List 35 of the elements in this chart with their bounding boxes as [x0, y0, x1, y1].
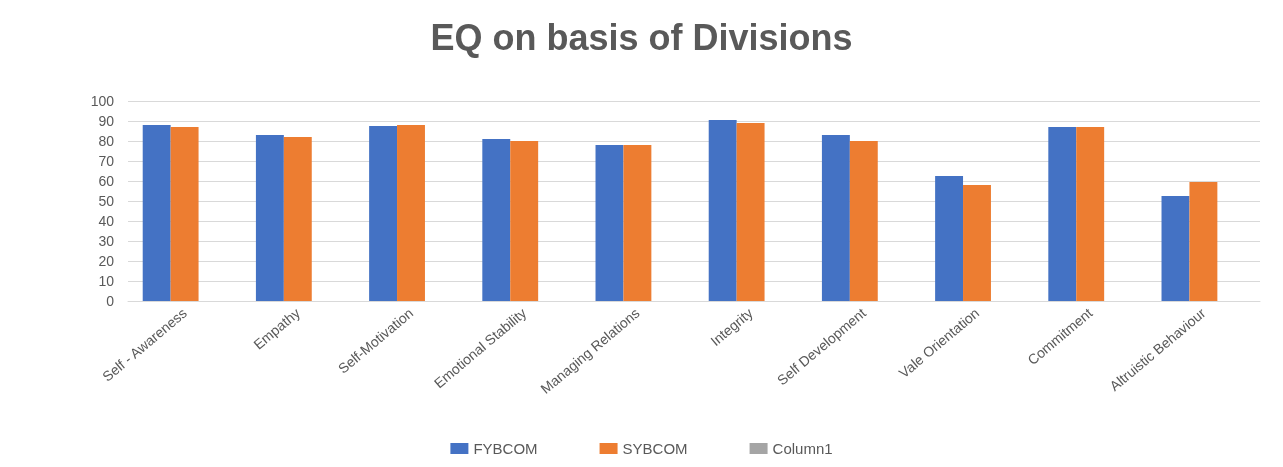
bar — [510, 141, 539, 301]
bar — [849, 141, 878, 301]
bar — [821, 135, 850, 301]
y-tick-label: 80 — [98, 133, 115, 149]
y-tick-label: 10 — [98, 273, 115, 289]
bar — [255, 135, 284, 301]
bar — [1161, 196, 1190, 301]
y-tick-label: 50 — [98, 193, 115, 209]
bar — [736, 123, 765, 301]
bar — [595, 145, 624, 301]
bar — [1189, 182, 1218, 301]
y-tick-label: 70 — [98, 153, 115, 169]
bar — [283, 137, 312, 301]
bar — [1048, 127, 1077, 301]
bar — [1076, 127, 1105, 301]
legend-label: Column1 — [772, 440, 833, 457]
bar — [482, 139, 511, 301]
y-tick-label: 90 — [98, 113, 115, 129]
bar — [963, 185, 991, 301]
bar — [708, 120, 737, 301]
chart-title: EQ on basis of Divisions — [430, 16, 853, 58]
y-tick-label: 40 — [98, 213, 115, 229]
bar — [170, 127, 199, 301]
y-tick-label: 20 — [98, 253, 115, 269]
bar — [369, 126, 398, 301]
legend-label: FYBCOM — [473, 440, 538, 457]
y-tick-label: 100 — [90, 93, 115, 109]
y-tick-label: 0 — [106, 293, 115, 309]
bar — [623, 145, 652, 301]
y-tick-label: 30 — [98, 233, 115, 249]
bar — [142, 125, 171, 301]
bar — [935, 176, 964, 301]
y-tick-label: 60 — [98, 173, 115, 189]
legend-label: SYBCOM — [622, 440, 688, 457]
bar — [397, 125, 425, 301]
